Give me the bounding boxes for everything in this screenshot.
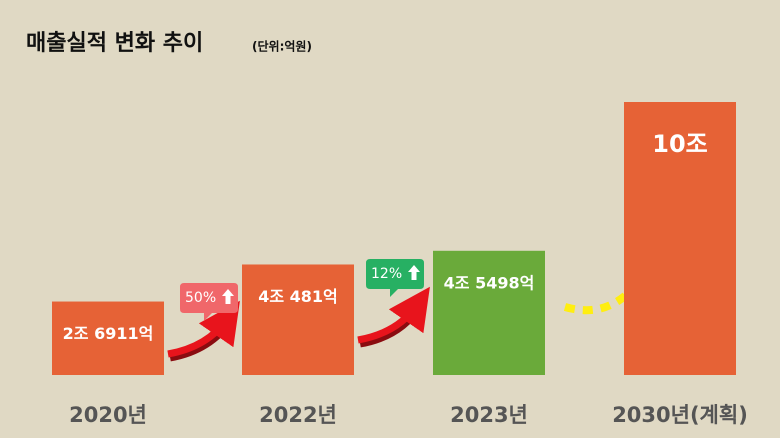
growth-arrow (167, 300, 240, 358)
callout-bubble (180, 283, 238, 321)
value-label: 2조 6911억 (63, 324, 154, 343)
up-icon (408, 265, 420, 280)
bar (242, 264, 354, 375)
callout-text: 12% (371, 266, 402, 282)
up-icon (222, 289, 234, 304)
value-label: 10조 (652, 130, 707, 158)
value-label: 4조 5498억 (444, 273, 535, 292)
bar (433, 250, 545, 375)
growth-arrow (357, 286, 430, 344)
x-tick-label: 2030년(계획) (612, 403, 748, 427)
callout-text: 50% (185, 290, 216, 306)
value-label: 4조 481억 (258, 287, 338, 306)
chart-title: 매출실적 변화 추이 (26, 31, 203, 56)
bar (52, 301, 164, 375)
callout-bubble (366, 259, 424, 297)
x-tick-label: 2022년 (259, 403, 337, 427)
x-tick-label: 2020년 (69, 403, 147, 427)
chart-subtitle: (단위:억원) (252, 39, 312, 54)
x-tick-label: 2023년 (450, 403, 528, 427)
bar (624, 102, 736, 375)
